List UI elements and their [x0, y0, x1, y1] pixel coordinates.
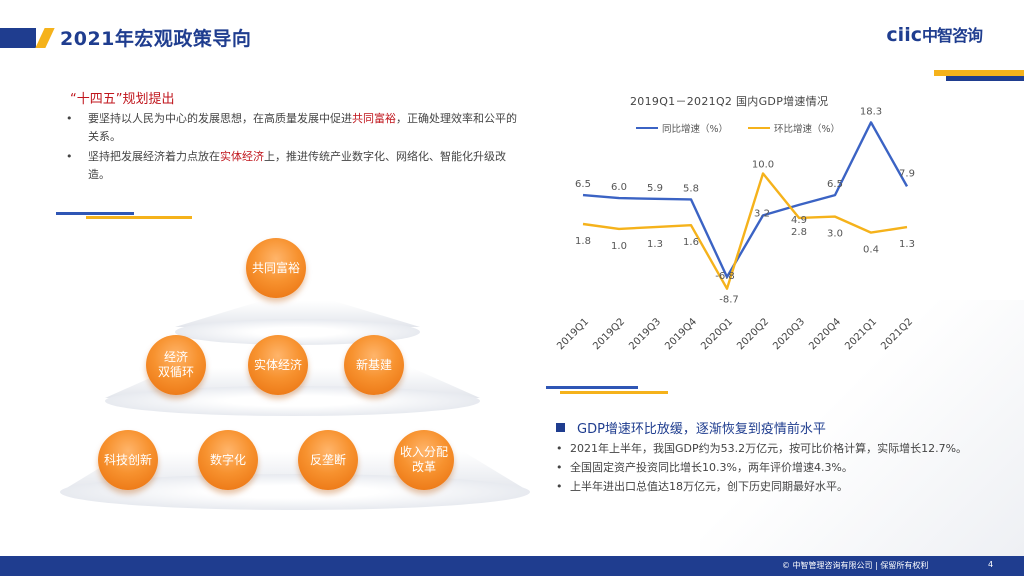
legend-swatch-blue: [636, 127, 658, 129]
divider-gold-line: [560, 391, 668, 394]
gdp-note-item: • 2021年上半年，我国GDP约为53.2万亿元，按可比价格计算，实际增长12.…: [556, 440, 976, 458]
logo-cn-text: 中智咨询: [921, 26, 983, 45]
data-label: 1.3: [647, 239, 663, 250]
policy-list: • 要坚持以人民为中心的发展思想，在高质量发展中促进共同富裕，正确处理效率和公平…: [60, 110, 520, 186]
data-label: 1.3: [899, 239, 915, 250]
bullet-icon: •: [66, 112, 73, 125]
divider-blue-line: [56, 212, 134, 215]
logo-latin-text: ciic: [886, 24, 922, 46]
pyramid-node: 经济 双循环: [146, 335, 206, 395]
pyramid-node: 共同富裕: [246, 238, 306, 298]
series-line-2: [582, 172, 908, 290]
data-label: -8.7: [719, 295, 739, 306]
x-tick-label: 2019Q3: [627, 316, 663, 352]
legend-item: 环比增速（%）: [748, 121, 840, 135]
x-tick-label: 2020Q4: [807, 316, 843, 352]
series-line-1: [582, 121, 909, 279]
policy-item: • 坚持把发展经济着力点放在实体经济上，推进传统产业数字化、网络化、智能化升级改…: [66, 150, 506, 181]
data-label: 4.9: [791, 215, 807, 226]
policy-title: “十四五”规划提出: [70, 92, 175, 107]
gdp-section-title: GDP增速环比放缓，逐渐恢复到疫情前水平: [556, 418, 826, 437]
legend-swatch-gold: [748, 127, 771, 129]
policy-item: • 要坚持以人民为中心的发展思想，在高质量发展中促进共同富裕，正确处理效率和公平…: [66, 112, 517, 143]
data-label: 6.5: [827, 179, 843, 190]
data-label: 3.0: [827, 229, 843, 240]
pyramid-node: 科技创新: [98, 430, 158, 490]
footer-copyright: © 中智管理咨询有限公司 | 保留所有权利: [782, 561, 929, 570]
data-label: 0.4: [863, 245, 879, 256]
background-decoration: [700, 300, 1024, 556]
data-label: 5.9: [647, 183, 663, 194]
data-label: 2.8: [791, 227, 807, 238]
header-right-blue-bar: [946, 76, 1024, 81]
chart-title: 2019Q1－2021Q2 国内GDP增速情况: [630, 95, 829, 108]
bullet-icon: •: [66, 150, 73, 163]
pyramid-node: 数字化: [198, 430, 258, 490]
x-tick-label: 2021Q1: [843, 316, 879, 352]
pyramid-node: 实体经济: [248, 335, 308, 395]
data-label: 5.8: [683, 183, 699, 194]
footer-bar: [0, 556, 1024, 576]
highlight-text: 实体经济: [220, 150, 264, 163]
chart-legend: 同比增速（%） 环比增速（%）: [636, 121, 840, 135]
data-label: 3.2: [754, 208, 770, 219]
pyramid-node: 新基建: [344, 335, 404, 395]
pyramid-node: 收入分配 改革: [394, 430, 454, 490]
pyramid-node: 反垄断: [298, 430, 358, 490]
header-accent-band: [0, 28, 36, 48]
divider-gold-line: [86, 216, 192, 219]
x-tick-label: 2020Q1: [699, 316, 735, 352]
data-label: 6.5: [575, 179, 591, 190]
gdp-notes-list: • 2021年上半年，我国GDP约为53.2万亿元，按可比价格计算，实际增长12.…: [556, 440, 976, 497]
data-label: 1.6: [683, 237, 699, 248]
data-label: -6.8: [715, 271, 735, 282]
divider-blue-line: [546, 386, 638, 389]
x-tick-label: 2019Q4: [663, 316, 699, 352]
data-label: 7.9: [899, 168, 915, 179]
company-logo: ciic中智咨询: [886, 22, 983, 46]
gdp-note-item: • 上半年进出口总值达18万亿元，创下历史同期最好水平。: [556, 478, 976, 496]
legend-item: 同比增速（%）: [636, 121, 728, 135]
data-label: 10.0: [752, 160, 774, 171]
x-tick-label: 2021Q2: [879, 316, 915, 352]
data-label: 1.0: [611, 241, 627, 252]
bullet-icon: •: [556, 442, 563, 455]
header-right-gold-bar: [934, 70, 1024, 76]
bullet-icon: •: [556, 480, 563, 493]
x-tick-label: 2020Q3: [771, 316, 807, 352]
x-tick-label: 2019Q1: [555, 316, 591, 352]
data-label: 18.3: [860, 106, 882, 117]
page-number: 4: [988, 560, 994, 569]
highlight-text: 共同富裕: [352, 112, 396, 125]
data-label: 6.0: [611, 182, 627, 193]
bullet-icon: •: [556, 461, 563, 474]
x-tick-label: 2020Q2: [735, 316, 771, 352]
x-tick-label: 2019Q2: [591, 316, 627, 352]
page-title: 2021年宏观政策导向: [60, 28, 252, 50]
gdp-note-item: • 全国固定资产投资同比增长10.3%，两年评价增速4.3%。: [556, 459, 976, 477]
data-label: 1.8: [575, 236, 591, 247]
square-bullet-icon: [556, 423, 565, 432]
